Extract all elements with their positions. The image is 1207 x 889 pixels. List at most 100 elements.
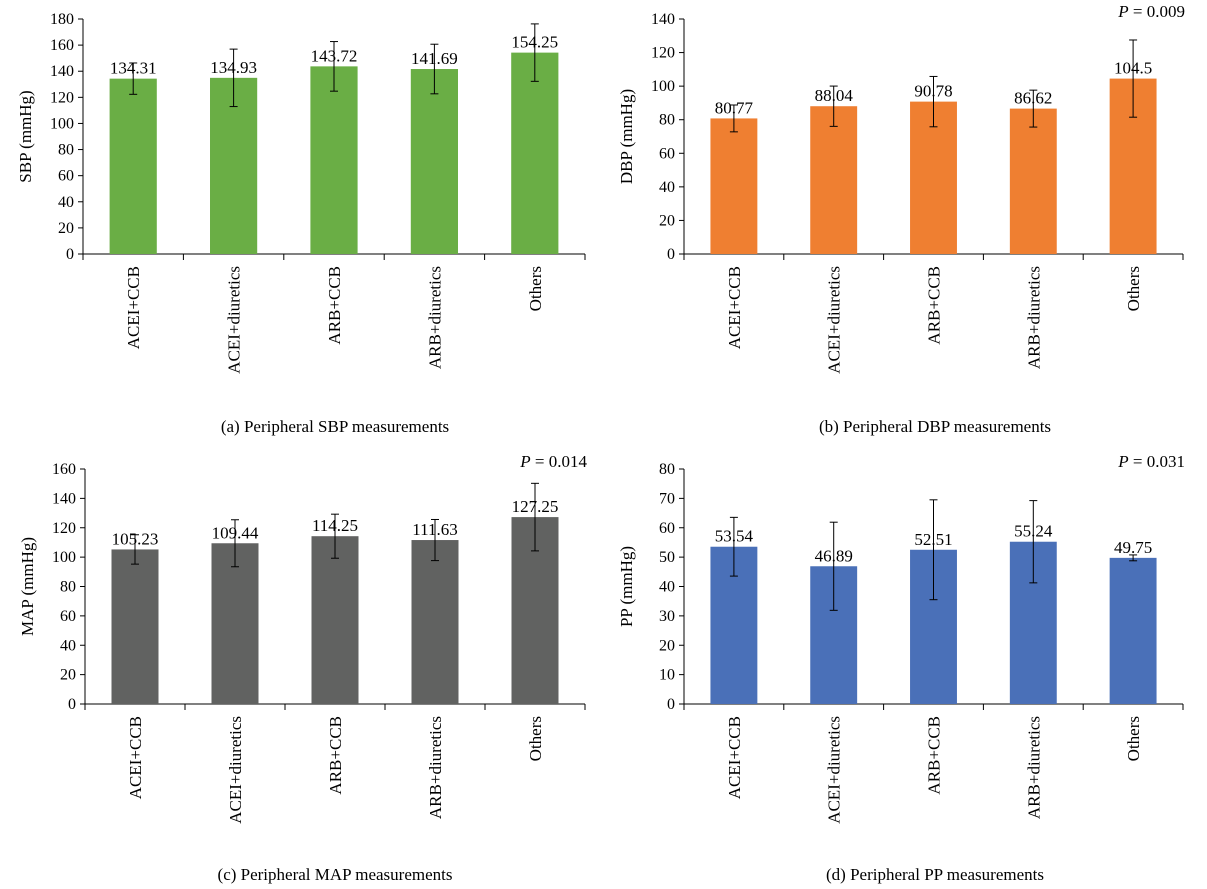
bar [411,540,459,704]
x-tick-label: ARB+CCB [925,716,944,795]
data-label: 86.62 [1014,89,1052,108]
y-tick-label: 80 [60,579,76,596]
x-tick-label: ACEI+diuretics [825,266,844,374]
x-tick-label: Others [526,266,545,311]
x-tick-label: ARB+CCB [925,266,944,345]
x-tick-label: ACEI+CCB [126,716,145,799]
y-tick-label: 0 [66,246,74,263]
bar [111,549,159,704]
figure-caption: (b) Peripheral DBP measurements [819,417,1051,436]
data-label: 127.25 [512,497,559,516]
y-tick-label: 40 [659,579,675,596]
data-label: 111.63 [412,520,458,539]
y-tick-label: 60 [659,145,675,162]
x-tick-label: ARB+diuretics [425,266,444,369]
data-label: 141.69 [411,49,458,68]
y-tick-label: 0 [667,246,675,263]
p-value-annotation: P = 0.009 [1117,2,1185,21]
y-tick-label: 120 [651,45,675,62]
data-label: 104.5 [1114,59,1152,78]
bar [210,77,258,254]
data-label: 53.54 [715,527,754,546]
bar [410,69,458,254]
data-label: 88.04 [815,86,854,105]
data-label: 143.72 [311,46,358,65]
y-tick-label: 20 [58,220,74,237]
x-tick-label: ACEI+CCB [725,266,744,349]
y-axis-title: DBP (mmHg) [617,89,636,184]
data-label: 90.78 [914,82,952,101]
y-axis-title: PP (mmHg) [617,546,636,627]
y-axis-title: SBP (mmHg) [16,90,35,182]
figure-caption: (d) Peripheral PP measurements [826,865,1044,884]
x-tick-label: ARB+diuretics [1024,266,1043,369]
y-axis-title: MAP (mmHg) [18,537,37,636]
data-label: 114.25 [312,516,358,535]
data-label: 80.77 [715,98,754,117]
data-label: 46.89 [815,546,853,565]
y-tick-label: 60 [58,168,74,185]
data-label: 105.23 [112,529,159,548]
y-tick-label: 80 [58,142,74,159]
y-tick-label: 10 [659,667,675,684]
x-tick-label: ARB+diuretics [426,716,445,819]
figure-caption: (c) Peripheral MAP measurements [218,865,453,884]
y-tick-label: 120 [52,520,76,537]
y-tick-label: 0 [667,696,675,713]
y-tick-label: 120 [50,89,74,106]
x-tick-label: ACEI+CCB [124,266,143,349]
p-value-annotation: P = 0.014 [519,452,587,471]
bar [211,543,259,704]
x-tick-label: ACEI+CCB [725,716,744,799]
y-tick-label: 160 [52,461,76,478]
data-label: 134.31 [110,59,157,78]
data-label: 55.24 [1014,522,1053,541]
y-tick-label: 20 [659,637,675,654]
y-tick-label: 40 [58,194,74,211]
x-tick-label: ACEI+diuretics [825,716,844,824]
y-tick-label: 20 [659,212,675,229]
x-tick-label: Others [526,716,545,761]
figure-caption: (a) Peripheral SBP measurements [221,417,449,436]
y-tick-label: 180 [50,11,74,28]
bar [310,66,358,254]
bar [109,78,157,254]
x-tick-label: ARB+CCB [325,266,344,345]
y-tick-label: 40 [659,179,675,196]
data-label: 154.25 [511,33,558,52]
x-tick-label: Others [1124,266,1143,311]
chart-a: 0 20 40 60 80 100 120 140 160 180 SBP (mmHg) 134.31… [16,11,586,436]
chart-d: 0 10 20 30 40 50 60 70 80 PP (mmHg) 53.54 ACEI+CCB 4… [617,452,1185,884]
p-value-annotation: P = 0.031 [1117,452,1185,471]
bar [1109,557,1157,704]
y-tick-label: 60 [60,608,76,625]
chart-b: 0 20 40 60 80 100 120 140 DBP (mmHg) 80.77 ACEI+CC… [617,2,1185,436]
y-tick-label: 50 [659,549,675,566]
y-tick-label: 40 [60,637,76,654]
data-label: 134.93 [210,58,257,77]
x-tick-label: Others [1124,716,1143,761]
bar [311,536,359,704]
y-tick-label: 80 [659,112,675,129]
data-label: 52.51 [914,530,952,549]
y-tick-label: 0 [68,696,76,713]
y-tick-label: 30 [659,608,675,625]
data-label: 109.44 [212,523,259,542]
y-tick-label: 20 [60,667,76,684]
bar [1009,108,1057,254]
y-tick-label: 100 [50,115,74,132]
y-tick-label: 100 [52,549,76,566]
bar [511,52,559,254]
data-label: 49.75 [1114,538,1152,557]
x-tick-label: ARB+diuretics [1024,716,1043,819]
y-tick-label: 60 [659,520,675,537]
bar [810,106,858,255]
y-tick-label: 70 [659,490,675,507]
y-tick-label: 140 [52,490,76,507]
bar [710,118,758,254]
y-tick-label: 100 [651,78,675,95]
chart-c: 0 20 40 60 80 100 120 140 160 MAP (mmHg) 105.23 ACE… [18,452,587,884]
y-tick-label: 80 [659,461,675,478]
y-tick-label: 140 [50,63,74,80]
